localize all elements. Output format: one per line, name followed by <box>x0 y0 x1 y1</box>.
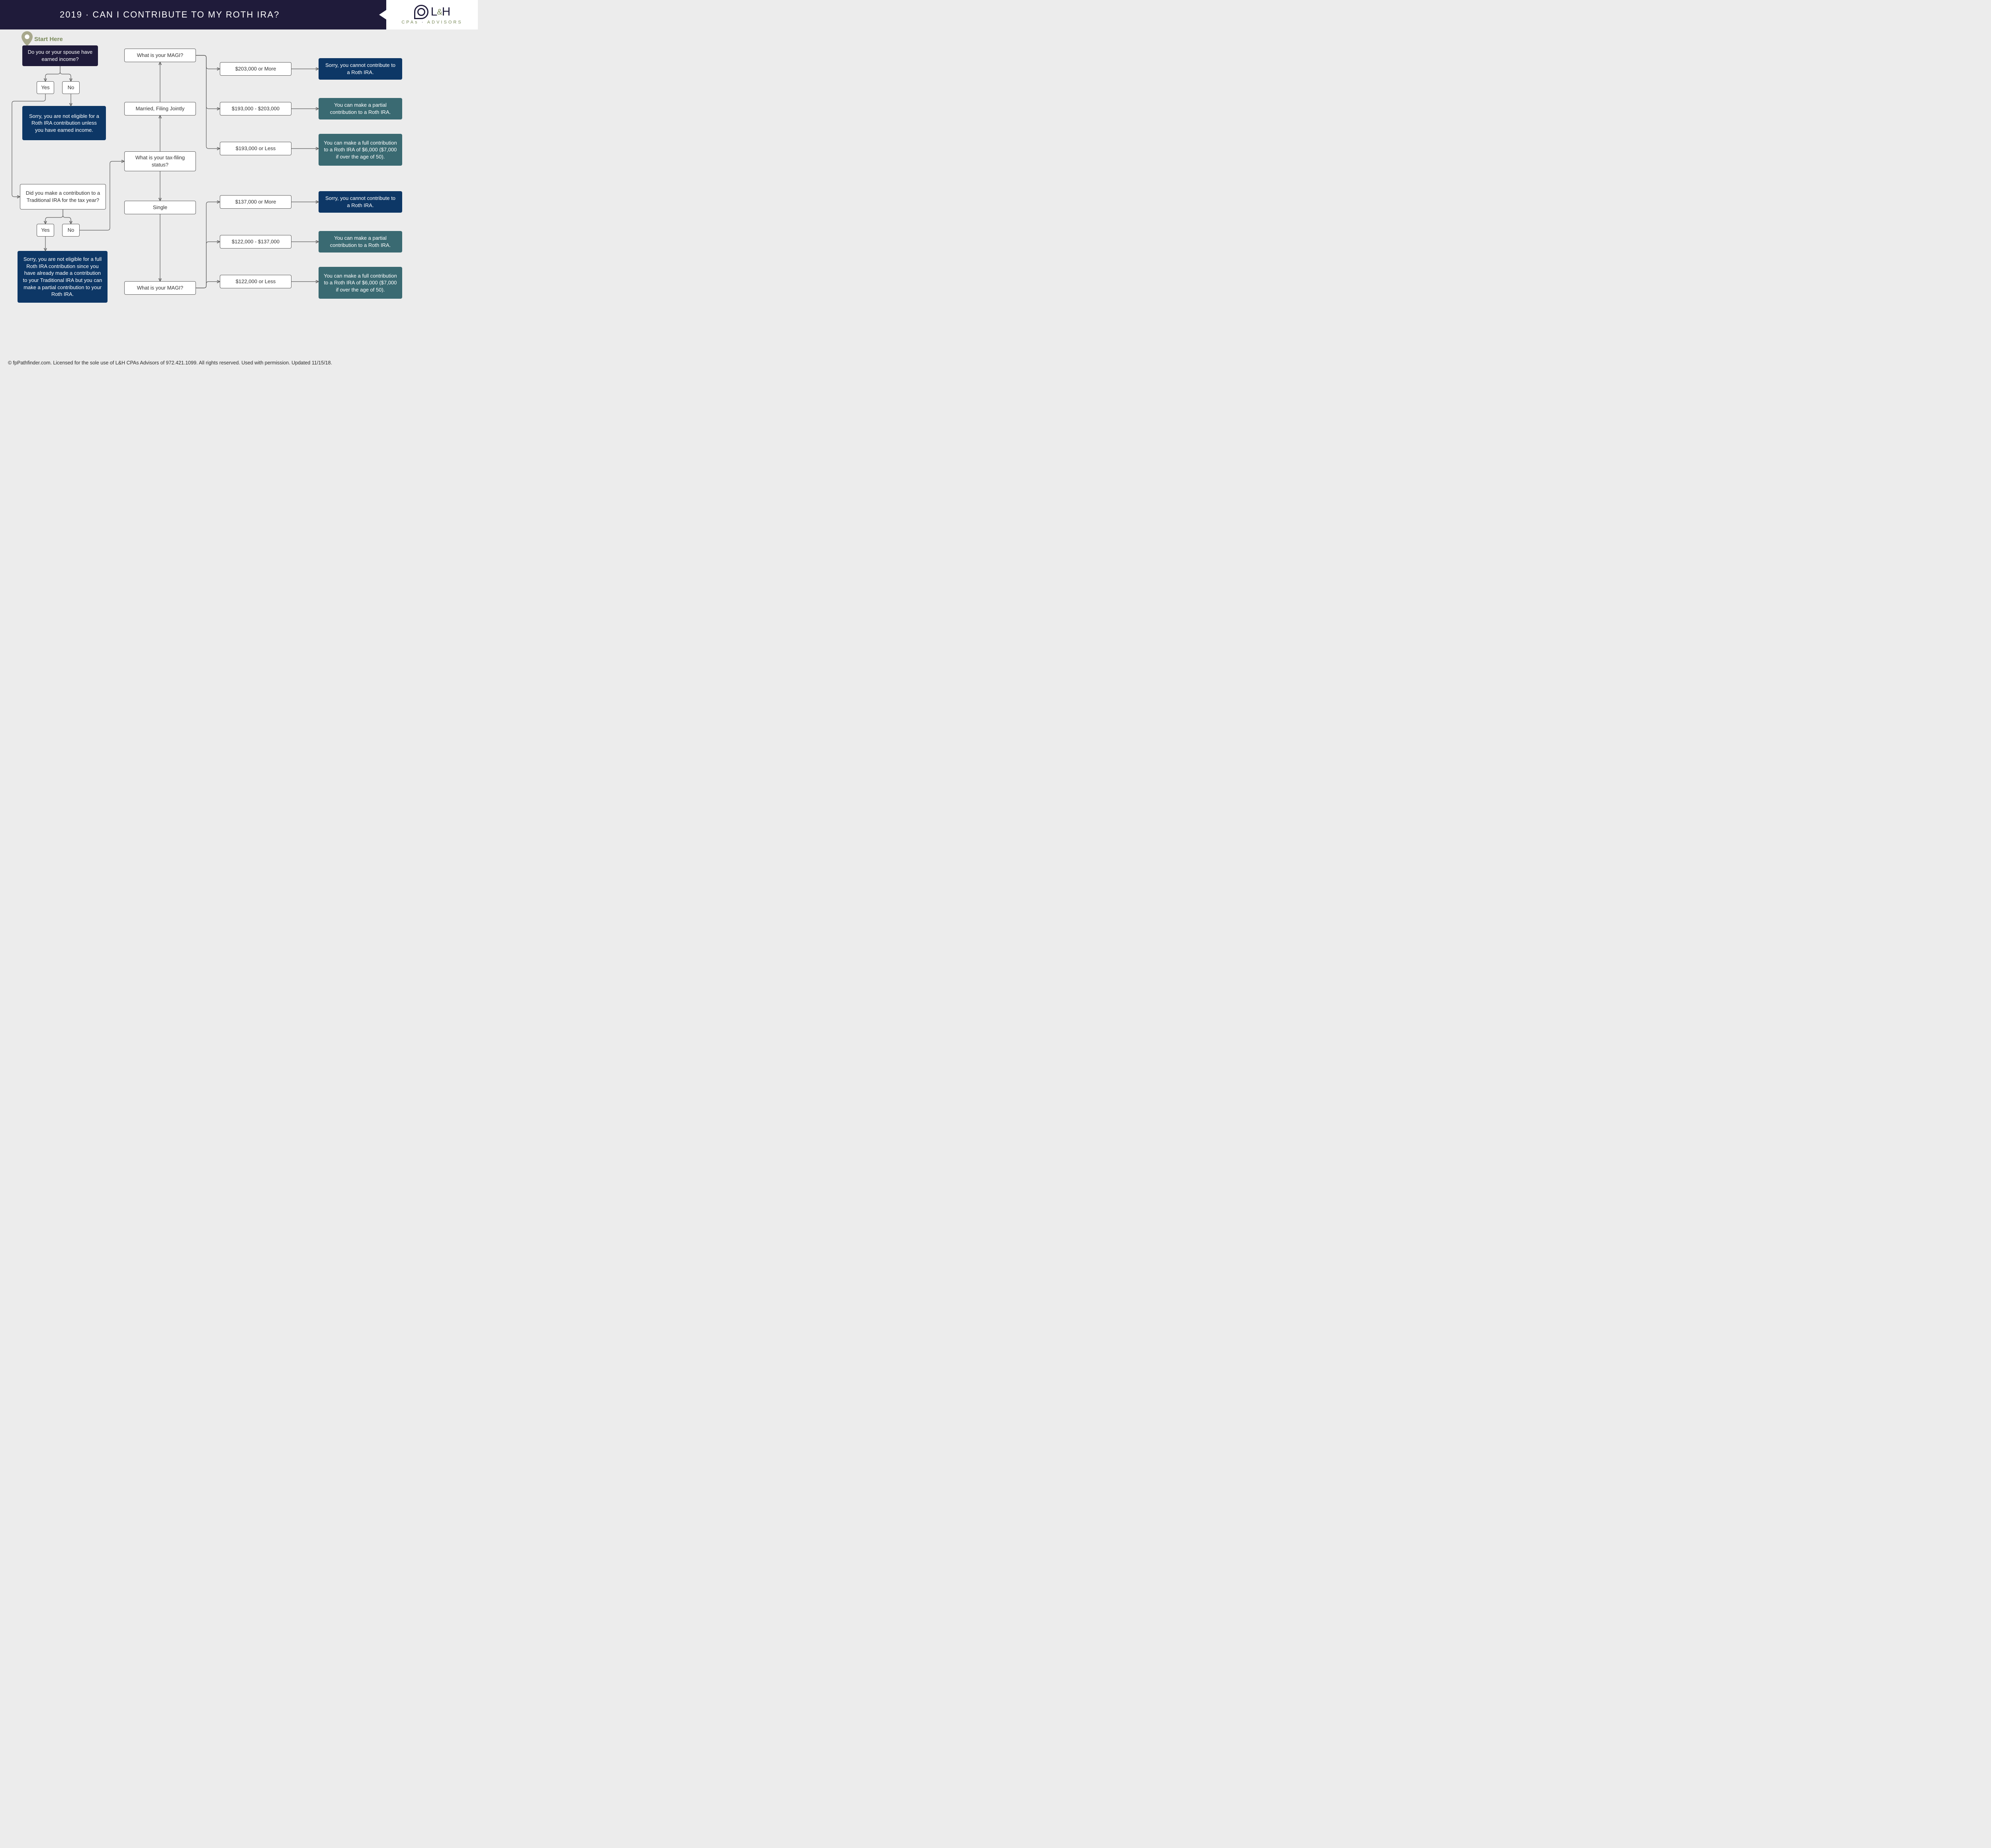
question-magi-married: What is your MAGI? <box>124 49 196 62</box>
result-married-partial: You can make a partial contribution to a… <box>319 98 402 119</box>
question-filing-status: What is your tax-filing status? <box>124 151 196 171</box>
question-earned-income: Do you or your spouse have earned income… <box>22 45 98 66</box>
start-here-label: Start Here <box>34 36 63 43</box>
question-traditional-ira: Did you make a contribution to a Traditi… <box>20 184 106 209</box>
range-married-193-less: $193,000 or Less <box>220 142 291 155</box>
status-married: Married, Filing Jointly <box>124 102 196 116</box>
question-magi-single: What is your MAGI? <box>124 281 196 295</box>
start-pin-icon <box>22 31 33 46</box>
result-single-cannot: Sorry, you cannot contribute to a Roth I… <box>319 191 402 213</box>
result-married-cannot: Sorry, you cannot contribute to a Roth I… <box>319 58 402 80</box>
footer-text: © fpPathfinder.com. Licensed for the sol… <box>8 360 332 366</box>
result-not-eligible-income: Sorry, you are not eligible for a Roth I… <box>22 106 106 140</box>
result-married-full: You can make a full contribution to a Ro… <box>319 134 402 166</box>
logo-block: L&H CPAs · ADVISORS <box>386 0 478 29</box>
range-married-203-more: $203,000 or More <box>220 62 291 76</box>
range-single-122-less: $122,000 or Less <box>220 275 291 288</box>
result-partial-traditional: Sorry, you are not eligible for a full R… <box>18 251 108 303</box>
answer-no-1: No <box>62 81 80 94</box>
range-single-122-137: $122,000 - $137,000 <box>220 235 291 249</box>
answer-no-2: No <box>62 224 80 237</box>
logo-subtitle: CPAs · ADVISORS <box>401 20 462 25</box>
logo-swirl-icon <box>414 5 428 19</box>
range-married-193-203: $193,000 - $203,000 <box>220 102 291 116</box>
answer-yes-1: Yes <box>37 81 54 94</box>
logo-text: L&H <box>431 5 450 19</box>
range-single-137-more: $137,000 or More <box>220 195 291 209</box>
page-title: 2019 · CAN I CONTRIBUTE TO MY ROTH IRA? <box>60 10 280 20</box>
status-single: Single <box>124 201 196 214</box>
result-single-partial: You can make a partial contribution to a… <box>319 231 402 253</box>
result-single-full: You can make a full contribution to a Ro… <box>319 267 402 299</box>
answer-yes-2: Yes <box>37 224 54 237</box>
